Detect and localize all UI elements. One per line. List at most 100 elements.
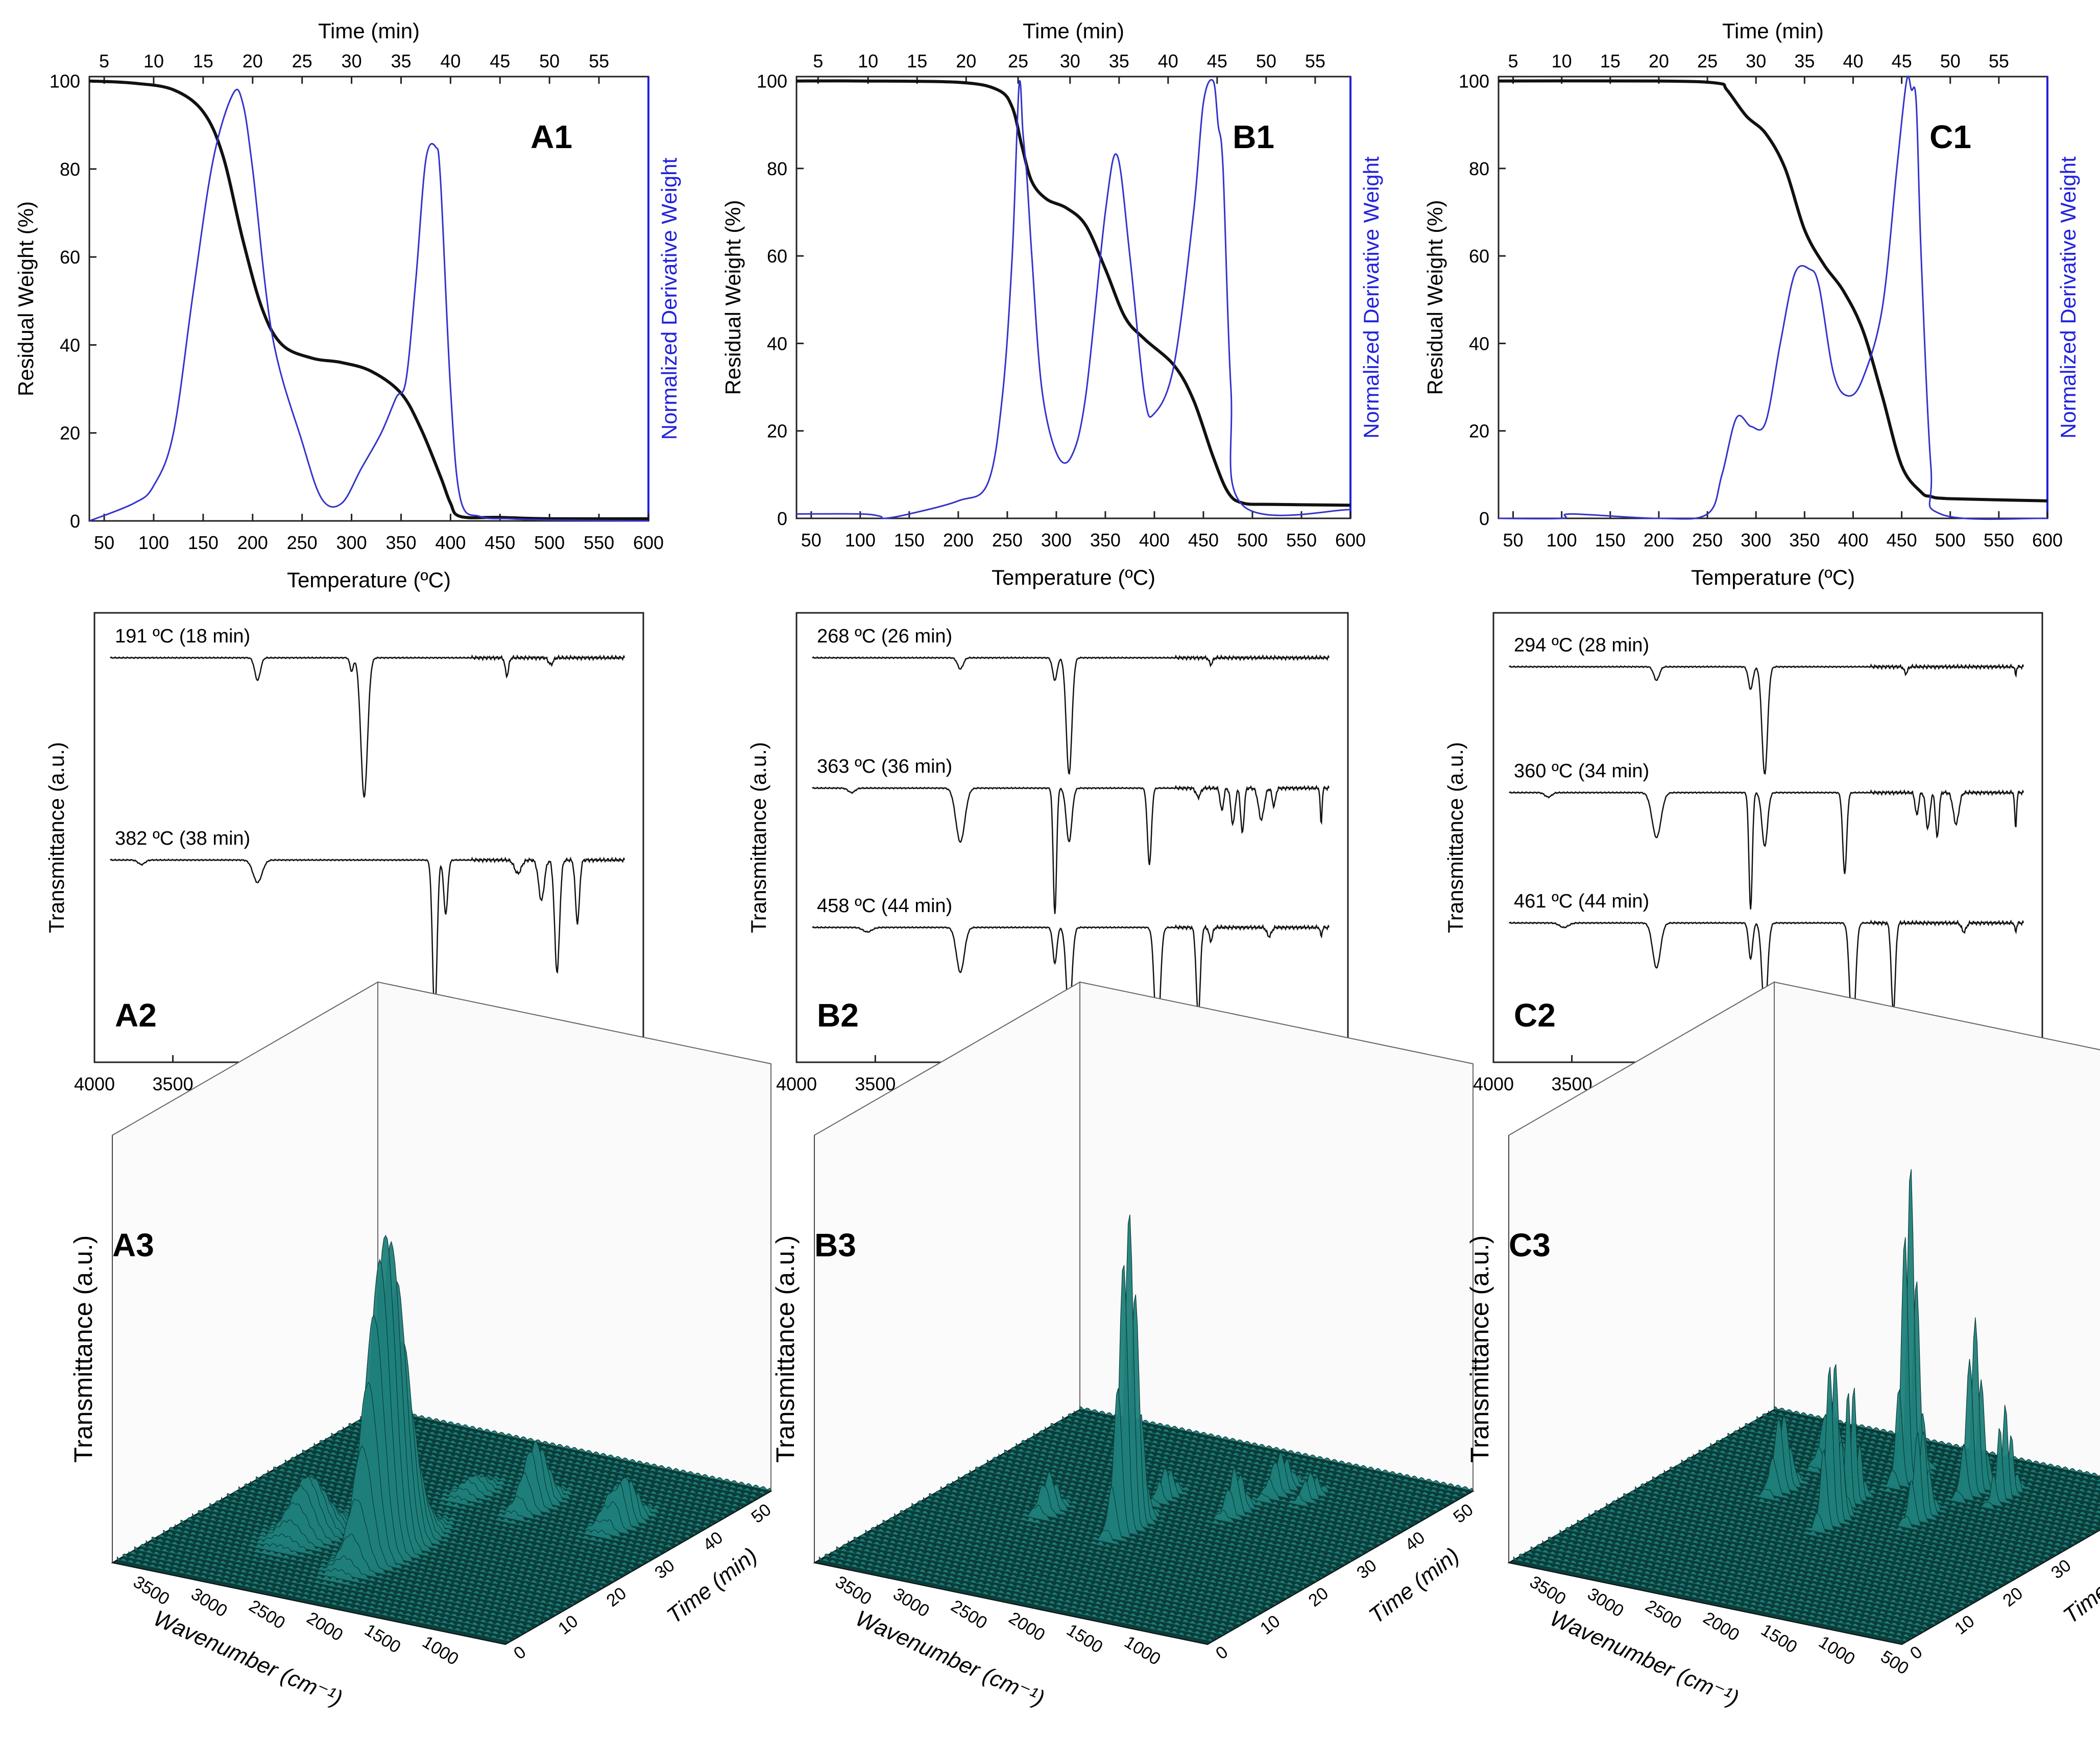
surface-slice [1565, 1526, 1960, 1612]
y-axis-title: Transmittance (a.u.) [746, 742, 770, 933]
wavenumber-tick-label: 500 [1877, 1647, 1912, 1679]
x-tick-label: 300 [1041, 530, 1072, 551]
top-tick-label: 35 [391, 51, 411, 71]
surface-slice [273, 1466, 667, 1552]
x-tick-label: 150 [188, 532, 219, 553]
surface-slice [1681, 1444, 2075, 1545]
x-tick-label: 50 [1503, 530, 1524, 551]
top-tick-label: 20 [956, 51, 976, 71]
surface-slice [1571, 1523, 1965, 1609]
x-axis-title: Temperature (ºC) [1691, 565, 1855, 589]
top-tick-label: 15 [907, 51, 927, 71]
x-tick-label: 350 [1090, 530, 1121, 551]
x-tick-label: 200 [237, 532, 268, 553]
time-tick-label: 40 [699, 1528, 727, 1555]
x-tick-label: 350 [1789, 530, 1820, 551]
x-tick-label: 600 [2032, 530, 2063, 551]
spectrum-line [812, 784, 1330, 914]
surface-slice [975, 1466, 1369, 1552]
surface-slice [366, 1413, 760, 1499]
wavenumber-tick-label: 2500 [948, 1596, 991, 1633]
z-axis-title: Transmittance (a.u.) [69, 1235, 98, 1463]
top-tick-label: 50 [1256, 51, 1276, 71]
surface-slice [952, 1414, 1346, 1565]
y-tick-label: 100 [50, 71, 80, 92]
surface-slice [1611, 1500, 2007, 1586]
time-tick-label: 30 [2047, 1556, 2074, 1583]
top-tick-label: 30 [342, 51, 362, 71]
time-tick-label: 50 [1450, 1500, 1477, 1527]
x-tick-label: 550 [584, 532, 614, 553]
spectrum-line [109, 856, 625, 1017]
x-tick-label: 200 [943, 530, 974, 551]
surface-chart-A3: Transmittance (a.u.) A3 3500 3000 2500 2000 15… [69, 981, 775, 1711]
surface-slice [871, 1526, 1266, 1612]
panel-label: A2 [115, 997, 157, 1034]
panel-label: C1 [1929, 118, 1971, 155]
surface-slice [1658, 1473, 2052, 1559]
x-tick-label: 450 [1887, 530, 1917, 551]
panel-label: B2 [817, 997, 859, 1034]
surface-slice [1519, 1553, 1914, 1639]
spectrum-label: 191 ºC (18 min) [115, 626, 250, 647]
y-tick-label: 20 [60, 423, 80, 444]
surface-slice [267, 1469, 662, 1556]
wavenumber-tick-label: 1000 [419, 1632, 462, 1669]
x-tick-label: 4000 [74, 1073, 115, 1094]
surface-slice [1554, 1534, 1948, 1619]
top-tick-label: 10 [858, 51, 878, 71]
surface-slice [146, 1539, 540, 1626]
y-axis-title: Transmittance (a.u.) [44, 742, 68, 933]
surface-slice [882, 1519, 1277, 1606]
wavenumber-tick-label: 2000 [1700, 1608, 1743, 1645]
surface-slice [825, 1553, 1219, 1639]
top-tick-label: 30 [1060, 51, 1080, 71]
x-tick-label: 400 [1838, 530, 1868, 551]
wavenumber-tick-label: 1500 [1063, 1620, 1106, 1657]
y-axis-title: Transmittance (a.u.) [1443, 742, 1467, 933]
top-axis-title: Time (min) [318, 19, 420, 43]
surface-slice [1588, 1513, 1983, 1599]
x-tick-label: 400 [435, 532, 466, 553]
surface-slice [1079, 1406, 1474, 1492]
y-tick-label: 0 [1479, 508, 1489, 529]
surface-slice [958, 1476, 1352, 1562]
surface-slice [1559, 1529, 1954, 1615]
top-tick-label: 50 [1940, 51, 1961, 71]
surface-slice [940, 1214, 1335, 1572]
back-wall [377, 981, 771, 1492]
x-tick-label: 3500 [153, 1073, 194, 1094]
surface-slice [917, 1500, 1312, 1586]
y-tick-label: 0 [777, 508, 787, 529]
x-tick-label: 450 [1188, 530, 1219, 551]
panel-label: B3 [814, 1227, 856, 1263]
surface-slice [877, 1523, 1271, 1609]
top-tick-label: 55 [1989, 51, 2009, 71]
panel-label: A1 [530, 118, 572, 155]
time-tick-label: 10 [1951, 1611, 1978, 1638]
derivative-weight-line [1498, 76, 2048, 520]
wavenumber-tick-label: 1000 [1815, 1632, 1858, 1669]
top-tick-label: 35 [1794, 51, 1815, 71]
surface-slice [1530, 1546, 1925, 1632]
surface-slice [853, 1537, 1248, 1622]
y-tick-label: 100 [1459, 71, 1489, 92]
x-tick-label: 4000 [776, 1073, 817, 1094]
top-tick-label: 40 [440, 51, 461, 71]
surface-slice [1635, 1448, 2029, 1572]
surface-slice [1663, 1452, 2058, 1556]
y-tick-label: 0 [70, 511, 80, 532]
top-tick-label: 15 [193, 51, 213, 71]
x-tick-label: 50 [94, 532, 114, 553]
y-tick-label: 60 [60, 247, 80, 268]
spectrum-label: 382 ºC (38 min) [115, 828, 250, 849]
x-tick-label: 500 [534, 532, 565, 553]
surface-slice [859, 1534, 1254, 1619]
x-tick-label: 150 [1595, 530, 1626, 551]
wavenumber-tick-label: 1500 [1757, 1620, 1800, 1657]
surface-slice [993, 1457, 1387, 1542]
surface-slice [923, 1487, 1317, 1582]
surface-slice [180, 1382, 575, 1606]
surface-slice [284, 1459, 679, 1545]
